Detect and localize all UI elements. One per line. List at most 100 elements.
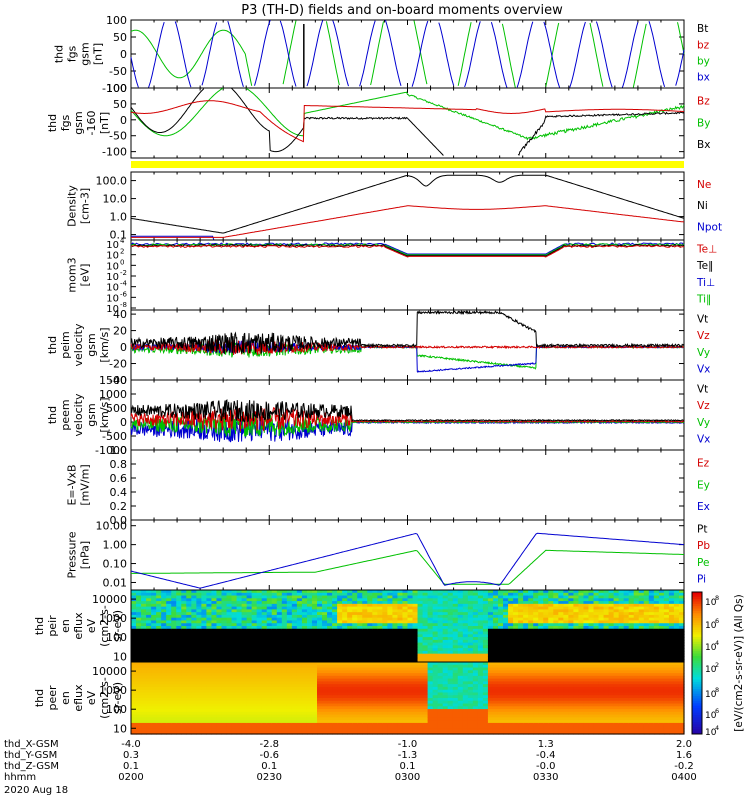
spec-cell [291,692,298,696]
yellow-band [131,161,684,168]
spec-cell [643,590,650,594]
spec-cell [301,662,308,666]
spec-cell [347,634,353,638]
spec-cell [558,634,564,638]
spec-cell [372,722,378,727]
spec-cell [477,603,484,608]
spec-cell [221,659,228,663]
spec-cell [131,711,137,716]
spec-cell [171,634,177,638]
spec-cell [161,612,167,616]
spec-cell [603,623,610,627]
spec-cell [337,590,343,594]
spec-cell [568,603,574,608]
spec-cell [658,614,665,619]
spec-cell [286,689,293,694]
spec-cell [256,620,263,624]
spec-cell [206,731,213,735]
spec-cell [251,612,258,616]
spec-cell [322,714,328,718]
spec-cell [668,659,675,663]
spec-cell [261,728,268,732]
spec-cell [311,648,318,652]
spec-cell [166,609,172,613]
spec-cell [286,612,293,616]
spec-cell [256,623,263,627]
spec-cell [131,623,137,627]
spec-cell [367,609,373,613]
spec-cell [327,639,333,644]
spec-cell [528,653,534,658]
spec-cell [311,700,318,705]
spec-cell [387,598,394,602]
spec-cell [191,592,197,597]
spec-cell [306,728,313,732]
spec-cell [518,653,524,658]
spec-cell [467,603,474,608]
y-axis-label: [cm-3] [79,188,92,224]
spec-cell [241,686,248,691]
spec-cell [181,686,187,691]
spec-cell [427,595,434,599]
spec-cell [266,673,273,677]
spec-cell [437,659,444,663]
spec-cell [437,614,444,619]
spec-cell [518,628,524,633]
spec-cell [211,595,218,599]
spec-cell [477,628,484,633]
spec-cell [382,717,388,721]
spec-cell [136,639,142,644]
spec-cell [543,606,549,610]
legend-bt: Bt [697,23,708,35]
spec-cell [136,664,142,669]
spec-cell [206,656,213,660]
spec-cell [467,639,474,644]
spec-cell [663,595,670,599]
spec-cell [523,650,529,655]
spec-cell [221,678,228,682]
spec-cell [171,664,177,669]
spec-cell [442,590,449,594]
spec-cell [131,662,137,666]
y-tick-exponent: -2 [120,269,127,277]
spec-cell [638,623,645,627]
spec-cell [362,698,368,702]
bz-line [130,100,684,143]
spec-cell [327,711,333,716]
spec-cell [246,620,253,624]
spec-cell [206,678,213,682]
spec-cell [437,609,444,613]
spec-cell [337,609,343,613]
spec-cell [472,595,479,599]
spec-cell [281,675,288,680]
spec-cell [663,642,670,646]
spec-cell [668,601,675,605]
spec-cell [221,689,228,694]
spec-cell [156,681,162,685]
spec-cell [523,601,529,605]
spec-cell [618,650,625,655]
spec-cell [196,642,202,646]
spec-cell [427,603,434,608]
spec-cell [231,670,238,674]
spec-cell [412,623,419,627]
spec-cell [432,628,439,633]
spec-cell [306,626,313,630]
spec-cell [171,614,177,619]
spec-cell [306,673,313,677]
spec-cell [387,617,394,622]
spec-cell [352,706,358,710]
spec-cell [663,603,670,608]
spec-cell [437,645,444,649]
spec-cell [291,678,298,682]
spec-cell [246,725,253,730]
spec-cell [337,675,343,680]
spec-cell [161,725,167,730]
spec-cell [618,645,625,649]
spec-cell [327,692,333,696]
spec-cell [301,628,308,633]
spec-cell [317,626,323,630]
spec-cell [678,623,685,627]
spec-cell [146,670,152,674]
spec-cell [497,634,504,638]
